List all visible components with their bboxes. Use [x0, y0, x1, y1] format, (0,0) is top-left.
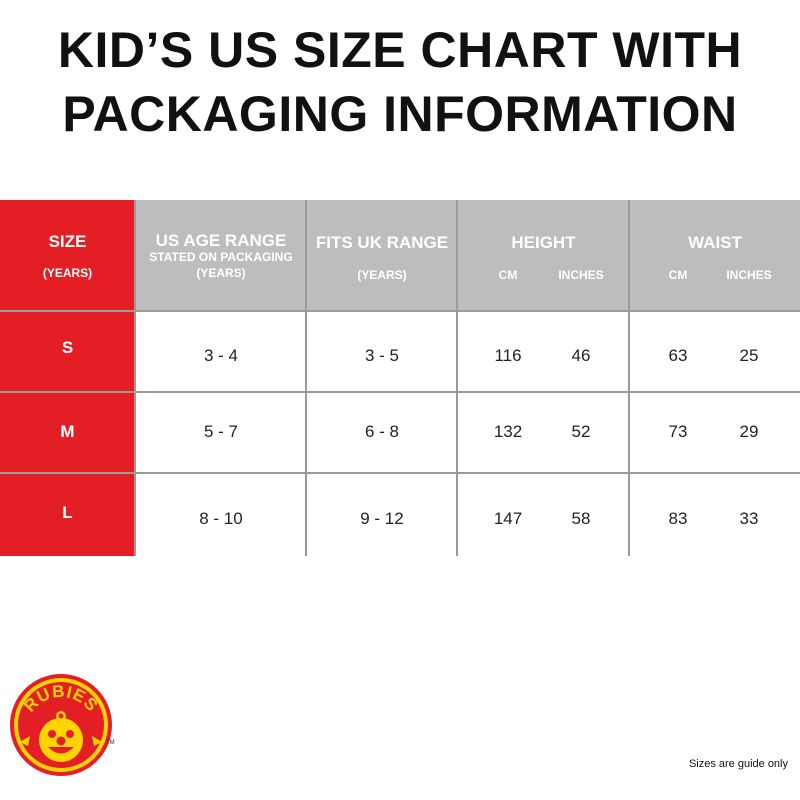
header-height: HEIGHT — [511, 233, 576, 252]
row-l-waist-in: 33 — [739, 509, 759, 528]
header-us-age-years: (YEARS) — [196, 266, 246, 280]
row-l-size: L — [62, 503, 73, 522]
row-m-us-age: 5 - 7 — [203, 422, 239, 441]
rubies-logo-icon: RUBIES — [10, 674, 112, 776]
header-waist-cm: CM — [668, 268, 688, 282]
row-m-waist-in: 29 — [739, 422, 759, 441]
row-m-uk-range: 6 - 8 — [364, 422, 400, 441]
size-column-background — [0, 200, 135, 556]
row-s-height-cm: 116 — [494, 346, 522, 365]
column-divider — [628, 200, 630, 556]
row-l-us-age: 8 - 10 — [199, 509, 243, 528]
header-uk-range: FITS UK RANGE — [315, 233, 449, 252]
header-height-inches: INCHES — [558, 268, 604, 282]
row-s-us-age: 3 - 4 — [203, 346, 239, 365]
header-background — [135, 200, 800, 310]
title-line-1: KID’S US SIZE CHART WITH — [57, 22, 743, 78]
header-size-sub: (YEARS) — [42, 266, 93, 280]
column-divider — [305, 200, 307, 556]
header-waist: WAIST — [688, 233, 742, 252]
row-s-size: S — [61, 338, 74, 357]
logo-trademark: TM — [106, 740, 115, 746]
column-divider — [456, 200, 458, 556]
row-m-height-in: 52 — [571, 422, 591, 441]
page-title: KID’S US SIZE CHART WITH PACKAGING INFOR… — [0, 18, 800, 146]
footnote: Sizes are guide only — [688, 758, 788, 770]
header-waist-inches: INCHES — [726, 268, 772, 282]
row-s-uk-range: 3 - 5 — [364, 346, 400, 365]
row-divider — [0, 310, 800, 312]
row-l-height-cm: 147 — [493, 509, 523, 528]
column-divider — [134, 200, 136, 556]
row-m-size: M — [60, 422, 75, 441]
row-s-waist-in: 25 — [739, 346, 759, 365]
header-us-age: US AGE RANGE — [155, 231, 287, 250]
row-l-waist-cm: 83 — [668, 509, 688, 528]
row-s-waist-cm: 63 — [668, 346, 688, 365]
row-divider — [0, 472, 800, 474]
row-l-height-in: 58 — [571, 509, 591, 528]
header-us-age-sub: STATED ON PACKAGING — [149, 250, 293, 264]
header-size: SIZE — [48, 232, 87, 251]
header-uk-range-sub: (YEARS) — [357, 268, 407, 282]
row-l-uk-range: 9 - 12 — [360, 509, 404, 528]
title-line-2: PACKAGING INFORMATION — [62, 86, 738, 142]
size-chart-table: SIZE (YEARS) US AGE RANGE STATED ON PACK… — [0, 200, 800, 556]
row-divider — [0, 391, 800, 393]
row-m-waist-cm: 73 — [668, 422, 688, 441]
header-height-cm: CM — [498, 268, 518, 282]
row-s-height-in: 46 — [571, 346, 591, 365]
row-m-height-cm: 132 — [493, 422, 523, 441]
